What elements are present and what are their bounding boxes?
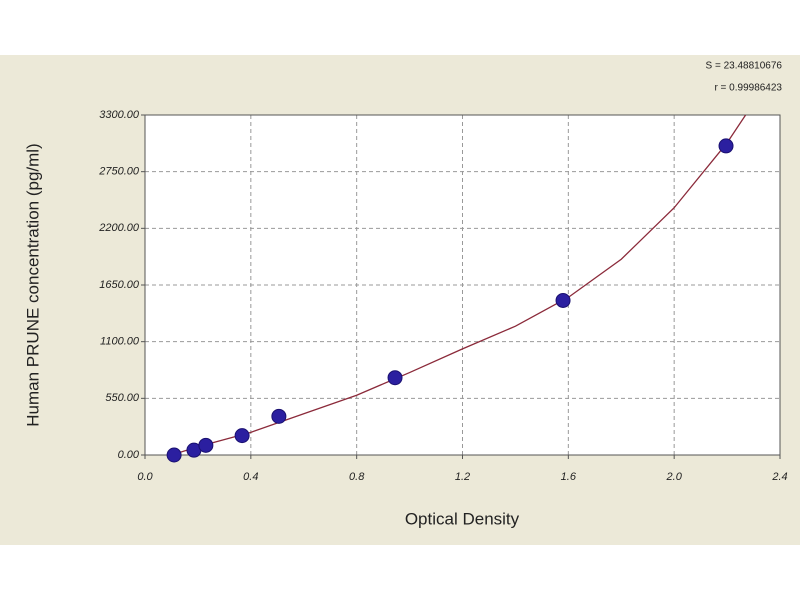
- x-tick-label: 0.8: [349, 471, 365, 483]
- annotation: S = 23.48810676: [706, 61, 783, 72]
- annotation: r = 0.99986423: [714, 83, 782, 94]
- x-tick-label: 2.4: [771, 471, 787, 483]
- data-point: [198, 437, 214, 453]
- y-tick-label: 1650.00: [99, 279, 140, 291]
- x-tick-label: 0.0: [137, 471, 153, 483]
- y-tick-label: 0.00: [118, 449, 140, 461]
- y-axis-title: Human PRUNE concentration (pg/ml): [23, 143, 42, 426]
- x-tick-label: 0.4: [243, 471, 258, 483]
- data-point: [234, 428, 250, 444]
- fit-curve: [171, 115, 747, 455]
- y-tick-label: 2200.00: [98, 222, 140, 234]
- x-tick-label: 1.6: [561, 471, 577, 483]
- x-axis-title: Optical Density: [405, 509, 520, 528]
- data-point: [387, 370, 403, 386]
- y-tick-label: 2750.00: [98, 166, 140, 178]
- data-point: [166, 447, 182, 463]
- y-tick-label: 1100.00: [100, 336, 140, 348]
- x-tick-label: 1.2: [455, 471, 470, 483]
- data-point: [555, 292, 571, 308]
- y-tick-label: 3300.00: [99, 109, 140, 121]
- data-point: [271, 408, 287, 424]
- y-tick-label: 550.00: [105, 392, 140, 404]
- x-tick-label: 2.0: [666, 471, 683, 483]
- data-point: [718, 138, 734, 154]
